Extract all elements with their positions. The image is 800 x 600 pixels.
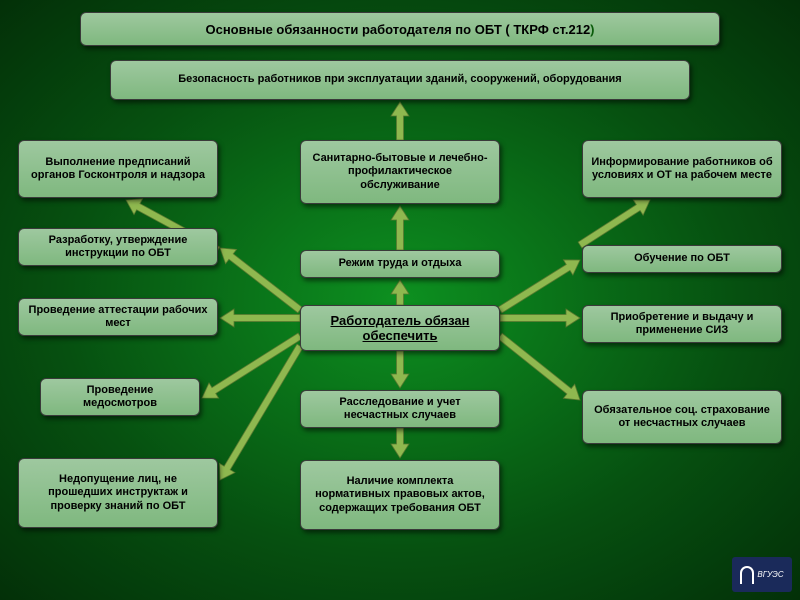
title-paren: ) xyxy=(590,22,594,37)
subtitle-box: Безопасность работников при эксплуатации… xyxy=(110,60,690,100)
title-text: Основные обязанности работодателя по ОБТ… xyxy=(205,22,590,37)
box-right2: Обучение по ОБТ xyxy=(582,245,782,273)
box-right1: Информирование работников об условиях и … xyxy=(582,140,782,198)
box-left2: Разработку, утверждение инструкции по ОБ… xyxy=(18,228,218,266)
box-mid3: Расследование и учет несчастных случаев xyxy=(300,390,500,428)
title-box: Основные обязанности работодателя по ОБТ… xyxy=(80,12,720,46)
box-mid4: Наличие комплекта нормативных правовых а… xyxy=(300,460,500,530)
box-right4: Обязательное соц. страхование от несчаст… xyxy=(582,390,782,444)
box-left3: Проведение аттестации рабочих мест xyxy=(18,298,218,336)
logo: ВГУЭС xyxy=(732,557,792,592)
box-mid2: Режим труда и отдыха xyxy=(300,250,500,278)
box-left1: Выполнение предписаний органов Госконтро… xyxy=(18,140,218,198)
box-left5: Недопущение лиц, не прошедших инструктаж… xyxy=(18,458,218,528)
center-text: Работодатель обязан обеспечить xyxy=(309,313,491,343)
box-left4: Проведение медосмотров xyxy=(40,378,200,416)
subtitle-text: Безопасность работников при эксплуатации… xyxy=(178,73,621,86)
box-mid1: Санитарно-бытовые и лечебно-профилактиче… xyxy=(300,140,500,204)
center-box: Работодатель обязан обеспечить xyxy=(300,305,500,351)
logo-arch-icon xyxy=(740,566,754,584)
box-right3: Приобретение и выдачу и применение СИЗ xyxy=(582,305,782,343)
logo-text: ВГУЭС xyxy=(757,570,783,579)
